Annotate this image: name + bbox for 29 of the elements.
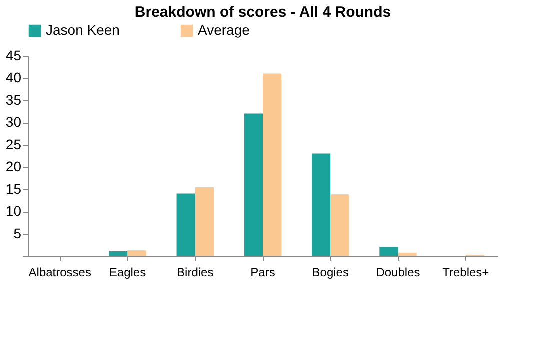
x-tick-label: Trebles+ xyxy=(442,266,490,280)
y-tick-label: 45 xyxy=(6,48,22,64)
bar xyxy=(244,114,263,256)
y-tick-label: 10 xyxy=(6,203,22,220)
bar xyxy=(312,154,331,256)
y-tick-label: 35 xyxy=(6,92,22,108)
legend-label: Jason Keen xyxy=(46,22,120,38)
bar xyxy=(380,247,398,256)
legend-label: Average xyxy=(198,22,250,38)
bar xyxy=(195,188,214,256)
x-tick-label: Eagles xyxy=(109,266,146,280)
y-tick-label: 25 xyxy=(6,136,22,152)
bar xyxy=(263,74,282,256)
bar xyxy=(330,194,350,256)
y-tick-label: 5 xyxy=(14,225,22,242)
y-tick-label: 40 xyxy=(6,70,22,86)
x-tick-label: Bogies xyxy=(312,266,349,280)
y-tick-label: 15 xyxy=(6,180,22,197)
bar xyxy=(176,194,196,256)
bar xyxy=(128,250,146,256)
y-tick-label: 20 xyxy=(6,158,22,175)
chart-title: Breakdown of scores - All 4 Rounds xyxy=(134,4,392,21)
x-tick-label: Birdies xyxy=(177,266,214,280)
x-tick-label: Doubles xyxy=(376,266,420,280)
y-tick-label: 30 xyxy=(6,114,22,130)
bar xyxy=(109,252,128,256)
x-tick-label: Pars xyxy=(250,266,276,280)
x-tick-label: Albatrosses xyxy=(28,266,92,280)
bar xyxy=(398,252,417,256)
